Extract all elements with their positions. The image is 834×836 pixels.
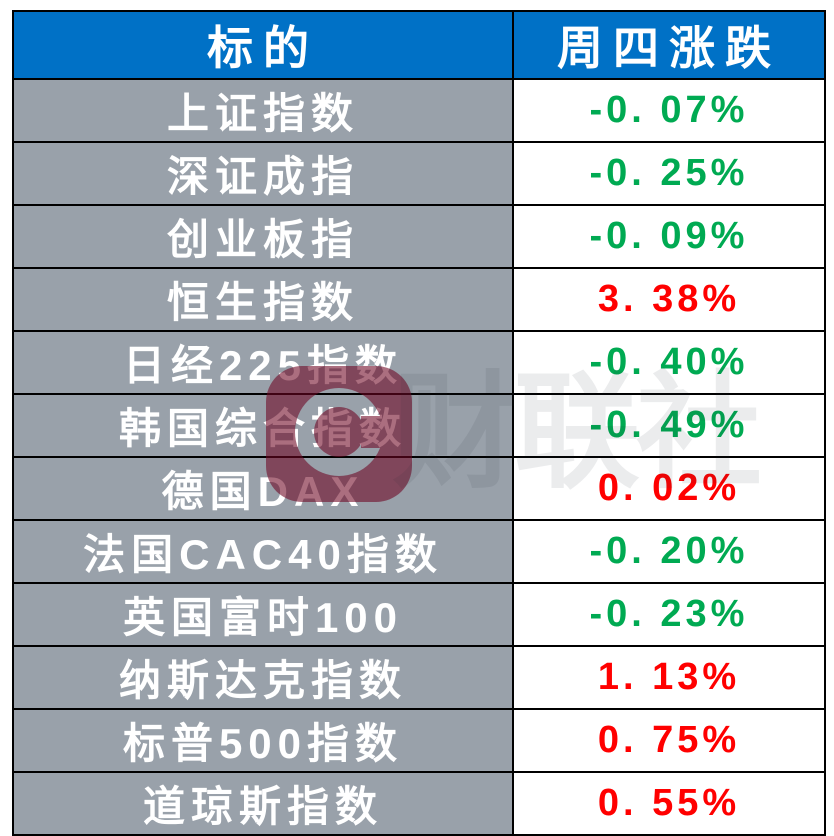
index-change: 0. 75% <box>512 708 826 773</box>
index-name: 标普500指数 <box>12 708 514 773</box>
index-change: 0. 55% <box>512 771 826 836</box>
index-name: 恒生指数 <box>12 267 514 332</box>
table-row: 韩国综合指数 -0. 49% <box>12 393 826 458</box>
index-change: 1. 13% <box>512 645 826 710</box>
index-change: 0. 02% <box>512 456 826 521</box>
table-row: 日经225指数 -0. 40% <box>12 330 826 395</box>
table-row: 上证指数 -0. 07% <box>12 78 826 143</box>
index-name: 深证成指 <box>12 141 514 206</box>
index-name: 道琼斯指数 <box>12 771 514 836</box>
index-name: 德国DAX <box>12 456 514 521</box>
table-row: 德国DAX 0. 02% <box>12 456 826 521</box>
table-row: 纳斯达克指数 1. 13% <box>12 645 826 710</box>
index-name: 法国CAC40指数 <box>12 519 514 584</box>
table-row: 道琼斯指数 0. 55% <box>12 771 826 836</box>
table-row: 法国CAC40指数 -0. 20% <box>12 519 826 584</box>
index-name: 英国富时100 <box>12 582 514 647</box>
index-change: 3. 38% <box>512 267 826 332</box>
table-row: 深证成指 -0. 25% <box>12 141 826 206</box>
header-row: 标的 周四涨跌 <box>12 10 826 80</box>
table-row: 英国富时100 -0. 23% <box>12 582 826 647</box>
index-change: -0. 49% <box>512 393 826 458</box>
index-change: -0. 20% <box>512 519 826 584</box>
index-change: -0. 23% <box>512 582 826 647</box>
header-target: 标的 <box>12 10 514 80</box>
index-name: 上证指数 <box>12 78 514 143</box>
index-name: 韩国综合指数 <box>12 393 514 458</box>
index-change: -0. 25% <box>512 141 826 206</box>
header-thursday-change: 周四涨跌 <box>512 10 826 80</box>
index-name: 创业板指 <box>12 204 514 269</box>
index-change: -0. 40% <box>512 330 826 395</box>
index-change: -0. 07% <box>512 78 826 143</box>
index-name: 纳斯达克指数 <box>12 645 514 710</box>
market-index-table-wrap: 标的 周四涨跌 上证指数 -0. 07% 深证成指 -0. 25% 创业板指 -… <box>12 10 826 836</box>
table-row: 创业板指 -0. 09% <box>12 204 826 269</box>
index-change: -0. 09% <box>512 204 826 269</box>
table-row: 标普500指数 0. 75% <box>12 708 826 773</box>
table-row: 恒生指数 3. 38% <box>12 267 826 332</box>
market-index-table: 标的 周四涨跌 上证指数 -0. 07% 深证成指 -0. 25% 创业板指 -… <box>12 10 826 836</box>
index-name: 日经225指数 <box>12 330 514 395</box>
